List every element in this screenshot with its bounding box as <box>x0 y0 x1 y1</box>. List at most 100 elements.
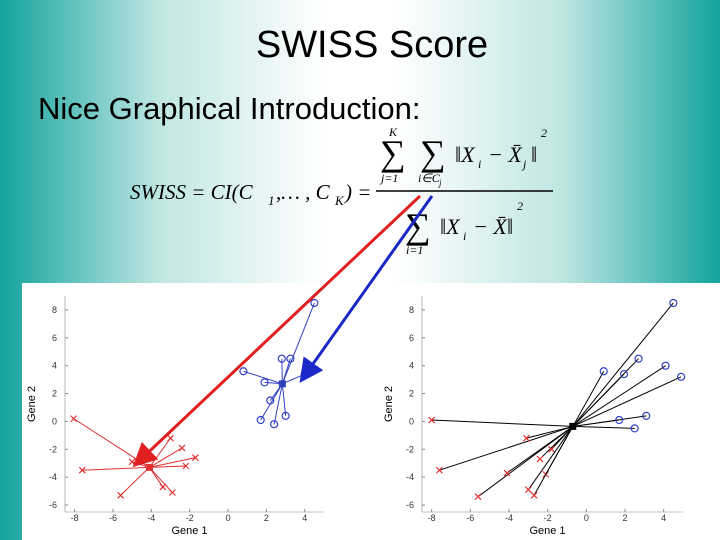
x-tick-label: 0 <box>584 513 589 523</box>
point <box>159 483 167 491</box>
y-axis-label: Gene 2 <box>26 386 38 422</box>
x-tick-label: 2 <box>622 513 627 523</box>
y-axis-label: Gene 2 <box>383 386 395 422</box>
x-tick-label: -2 <box>544 513 552 523</box>
formula-text: 2 <box>541 126 547 140</box>
point <box>474 493 482 501</box>
point <box>270 420 279 429</box>
point <box>428 416 436 424</box>
point <box>536 455 544 463</box>
point <box>239 367 248 376</box>
y-tick-label: 8 <box>52 305 57 315</box>
spoke <box>506 426 574 474</box>
spoke <box>281 358 291 384</box>
spoke <box>572 376 682 427</box>
point <box>167 434 174 442</box>
point <box>599 367 608 376</box>
spoke <box>281 383 287 416</box>
formula-text: i <box>478 157 481 171</box>
spoke <box>82 466 150 471</box>
x-tick-label: -8 <box>428 513 436 523</box>
point <box>286 354 295 363</box>
y-tick-label: 8 <box>409 305 414 315</box>
point <box>182 462 190 470</box>
formula-text: ,… , C <box>276 180 331 204</box>
point <box>661 361 670 370</box>
point <box>615 415 624 425</box>
spoke <box>526 425 573 439</box>
x-tick-label: 0 <box>226 513 231 523</box>
spoke <box>281 358 283 384</box>
y-tick-label: 2 <box>409 389 414 399</box>
x-axis-label: Gene 1 <box>529 525 565 537</box>
point <box>169 489 176 496</box>
formula-text: j=1 <box>379 171 398 185</box>
point <box>619 369 629 379</box>
formula-text: ‖ <box>507 214 513 239</box>
point <box>642 411 651 420</box>
spoke <box>527 426 574 490</box>
point <box>630 424 639 433</box>
point <box>117 491 125 499</box>
x-tick-label: -6 <box>109 513 117 523</box>
point <box>548 445 555 453</box>
point <box>192 454 199 462</box>
x-tick-label: -8 <box>71 513 79 523</box>
point <box>70 415 78 423</box>
spoke <box>572 419 620 427</box>
point <box>277 354 286 363</box>
point <box>281 411 290 420</box>
y-tick-label: -6 <box>49 500 57 510</box>
cluster-center <box>278 380 286 388</box>
arrow <box>132 194 422 468</box>
y-tick-label: 6 <box>409 333 414 343</box>
formula-text: 1 <box>268 193 275 208</box>
point <box>669 298 678 308</box>
subtitle: Nice Graphical Introduction: <box>38 91 421 126</box>
formula-text: K <box>334 193 345 208</box>
spoke <box>281 302 315 384</box>
y-tick-label: -2 <box>49 444 57 454</box>
y-tick-label: 4 <box>409 361 414 371</box>
point <box>435 466 443 474</box>
formula-text: ‖X <box>440 214 461 239</box>
overall-center <box>569 422 577 430</box>
formula-text: SWISS = CI(C <box>130 180 254 204</box>
formula-text: i=1 <box>406 243 423 257</box>
spoke <box>551 426 574 450</box>
y-tick-label: 2 <box>52 389 57 399</box>
spoke <box>273 383 283 425</box>
formula: SWISS = CI(C 1 ,… , C K ) = ∑ K j=1 ∑ i∈… <box>130 125 553 257</box>
point <box>78 466 86 474</box>
title: SWISS Score <box>256 24 488 66</box>
y-tick-label: 0 <box>409 416 414 426</box>
formula-text: − X̄ <box>488 142 523 167</box>
formula-text: i <box>463 229 466 243</box>
x-tick-label: 4 <box>302 513 307 523</box>
point <box>676 372 686 381</box>
y-tick-label: -4 <box>49 472 57 482</box>
y-tick-label: 0 <box>52 416 57 426</box>
formula-text: 2 <box>517 199 523 213</box>
spoke <box>533 426 574 496</box>
spoke <box>572 373 625 427</box>
formula-text: ∑ <box>405 206 431 246</box>
spoke <box>260 383 283 421</box>
spoke <box>572 425 635 429</box>
spoke <box>572 302 674 427</box>
formula-text: i∈C <box>418 171 441 185</box>
point <box>310 298 319 308</box>
x-tick-label: 4 <box>661 513 666 523</box>
formula-text: ‖ <box>531 142 537 167</box>
spoke <box>439 425 573 471</box>
spoke <box>431 419 573 427</box>
spoke <box>120 467 150 496</box>
y-tick-label: -2 <box>406 444 414 454</box>
formula-text: j <box>438 178 442 188</box>
point <box>503 469 511 477</box>
formula-text: K <box>388 125 398 139</box>
spoke <box>243 370 283 385</box>
x-tick-label: -4 <box>147 513 155 523</box>
point <box>634 354 643 363</box>
